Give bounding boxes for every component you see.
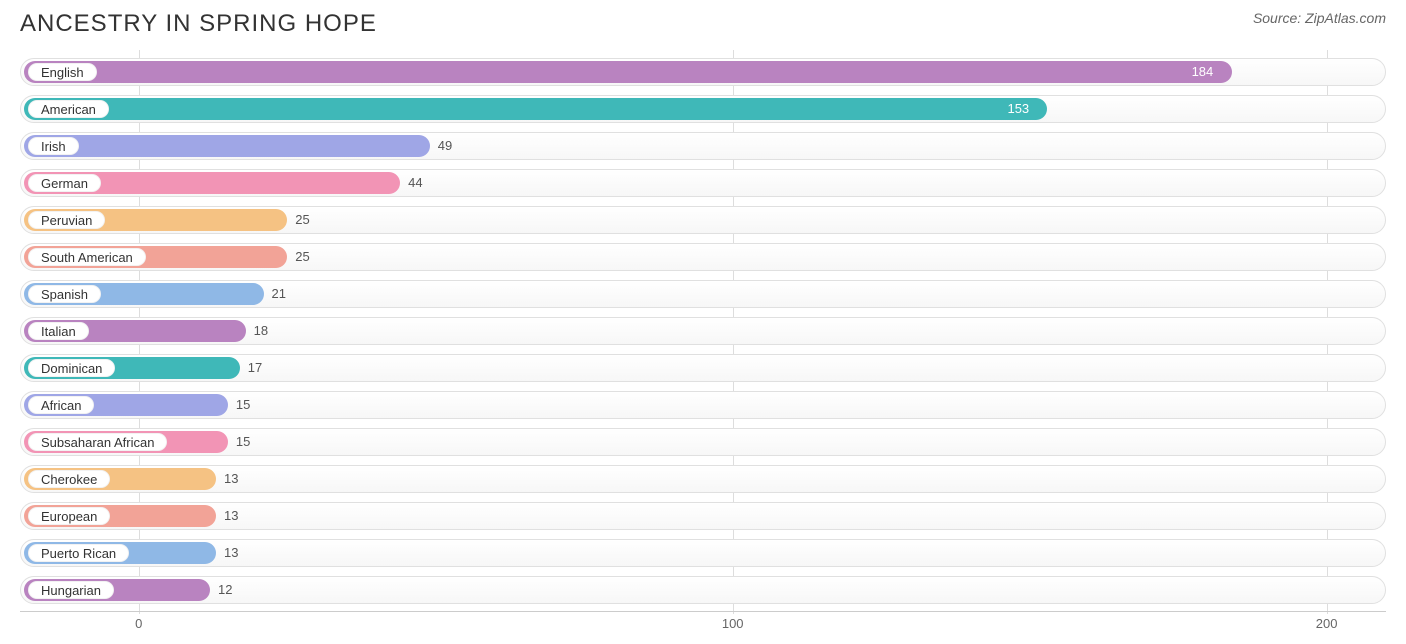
bar-label: Spanish (28, 285, 101, 303)
x-axis-tick: 100 (722, 616, 744, 631)
bar-value: 13 (224, 508, 238, 523)
bar-row: Spanish 21 (20, 278, 1386, 310)
bar-label: Peruvian (28, 211, 105, 229)
bar-row: Peruvian 25 (20, 204, 1386, 236)
bar-label: African (28, 396, 94, 414)
bar-value: 12 (218, 582, 232, 597)
bar-label: English (28, 63, 97, 81)
bar-row: Dominican 17 (20, 352, 1386, 384)
bar-value: 25 (295, 212, 309, 227)
bar-value: 15 (236, 434, 250, 449)
bar-label: Puerto Rican (28, 544, 129, 562)
bar-row: African 15 (20, 389, 1386, 421)
bar-fill (24, 135, 430, 157)
x-axis: 0 100 200 (20, 611, 1386, 641)
bar-row: Hungarian 12 (20, 574, 1386, 606)
bar-row: Puerto Rican 13 (20, 537, 1386, 569)
bar-row: German 44 (20, 167, 1386, 199)
bar-value: 13 (224, 471, 238, 486)
bar-label: German (28, 174, 101, 192)
bar-value: 44 (408, 175, 422, 190)
chart-title: ANCESTRY IN SPRING HOPE (20, 10, 377, 38)
bar-row: Irish 49 (20, 130, 1386, 162)
bar-row: South American 25 (20, 241, 1386, 273)
bar-row: Subsaharan African 15 (20, 426, 1386, 458)
bar-value: 21 (272, 286, 286, 301)
bar-label: American (28, 100, 109, 118)
chart-area: English 184 American 153 Irish 49 German 44 Peru… (0, 46, 1406, 606)
bar-label: South American (28, 248, 146, 266)
bar-row: Cherokee 13 (20, 463, 1386, 495)
bar-value: 13 (224, 545, 238, 560)
bar-row: English 184 (20, 56, 1386, 88)
bar-label: Subsaharan African (28, 433, 167, 451)
bar-label: Hungarian (28, 581, 114, 599)
x-axis-tick: 200 (1316, 616, 1338, 631)
chart-source: Source: ZipAtlas.com (1253, 10, 1386, 26)
bar-value: 15 (236, 397, 250, 412)
bar-label: Dominican (28, 359, 115, 377)
bar-value: 49 (438, 138, 452, 153)
chart-header: ANCESTRY IN SPRING HOPE Source: ZipAtlas… (0, 0, 1406, 46)
bar-label: Italian (28, 322, 89, 340)
bar-value: 184 (1192, 64, 1214, 79)
bar-row: European 13 (20, 500, 1386, 532)
bar-value: 17 (248, 360, 262, 375)
bar-label: Cherokee (28, 470, 110, 488)
bar-label: European (28, 507, 110, 525)
bar-row: Italian 18 (20, 315, 1386, 347)
bar-value: 25 (295, 249, 309, 264)
bar-fill (24, 61, 1232, 83)
bar-label: Irish (28, 137, 79, 155)
bar-value: 153 (1007, 101, 1029, 116)
bar-value: 18 (254, 323, 268, 338)
bar-row: American 153 (20, 93, 1386, 125)
bar-fill (24, 98, 1047, 120)
x-axis-tick: 0 (135, 616, 142, 631)
